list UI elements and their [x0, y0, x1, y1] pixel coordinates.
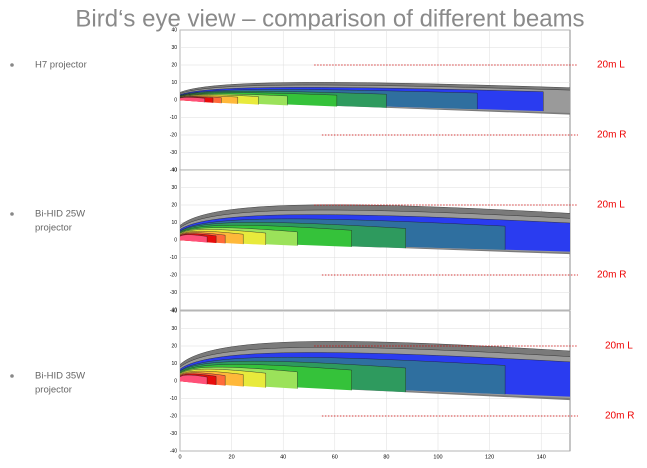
reference-label: 20m L: [597, 200, 625, 211]
y-tick-label: -10: [170, 115, 177, 121]
x-tick-label: 40: [280, 454, 286, 460]
y-tick-label: -10: [170, 396, 177, 402]
y-tick-label: -20: [170, 413, 177, 419]
y-tick-label: 30: [171, 326, 177, 332]
beam: [180, 82, 570, 115]
y-tick-label: 30: [171, 45, 177, 51]
y-tick-label: 0: [174, 378, 177, 384]
y-tick-label: -20: [170, 272, 177, 278]
contour: [180, 234, 208, 243]
y-tick-label: 0: [174, 237, 177, 243]
reference-label: 20m R: [597, 270, 626, 281]
y-tick-label: 20: [171, 202, 177, 208]
slide-title: Bird‘s eye view – comparison of differen…: [75, 5, 584, 32]
y-tick-label: 40: [171, 167, 177, 173]
y-tick-label: -30: [170, 431, 177, 437]
bullet: [10, 212, 14, 216]
panel-label: projector: [35, 223, 72, 234]
x-tick-label: 100: [433, 454, 442, 460]
y-tick-label: 40: [171, 308, 177, 314]
y-tick-label: 40: [171, 27, 177, 33]
y-tick-label: 10: [171, 80, 177, 86]
x-tick-label: 140: [537, 454, 546, 460]
y-tick-label: 0: [174, 97, 177, 103]
y-tick-label: -40: [170, 448, 177, 454]
x-tick-label: 120: [485, 454, 494, 460]
contour: [180, 374, 208, 385]
y-tick-label: 10: [171, 220, 177, 226]
panel-label: projector: [35, 385, 72, 396]
x-tick-label: 0: [178, 454, 181, 460]
y-tick-label: -20: [170, 132, 177, 138]
y-tick-label: 30: [171, 185, 177, 191]
panel-label: H7 projector: [35, 60, 87, 71]
x-tick-label: 60: [332, 454, 338, 460]
y-tick-label: 10: [171, 361, 177, 367]
y-tick-label: 20: [171, 62, 177, 68]
panel-label: Bi-HID 25W: [35, 209, 85, 220]
reference-label: 20m R: [605, 411, 634, 422]
bullet: [10, 374, 14, 378]
y-tick-label: 20: [171, 343, 177, 349]
x-tick-label: 20: [229, 454, 235, 460]
panel-label: Bi-HID 35W: [35, 371, 85, 382]
x-tick-label: 80: [383, 454, 389, 460]
y-tick-label: -40: [170, 167, 177, 173]
reference-label: 20m L: [597, 60, 625, 71]
contour: [180, 97, 205, 103]
y-tick-label: -30: [170, 290, 177, 296]
beam: [180, 341, 570, 401]
bullet: [10, 63, 14, 67]
reference-label: 20m L: [605, 341, 633, 352]
beam: [180, 204, 570, 255]
y-tick-label: -10: [170, 255, 177, 261]
reference-label: 20m R: [597, 130, 626, 141]
y-tick-label: -30: [170, 150, 177, 156]
y-tick-label: -40: [170, 307, 177, 313]
